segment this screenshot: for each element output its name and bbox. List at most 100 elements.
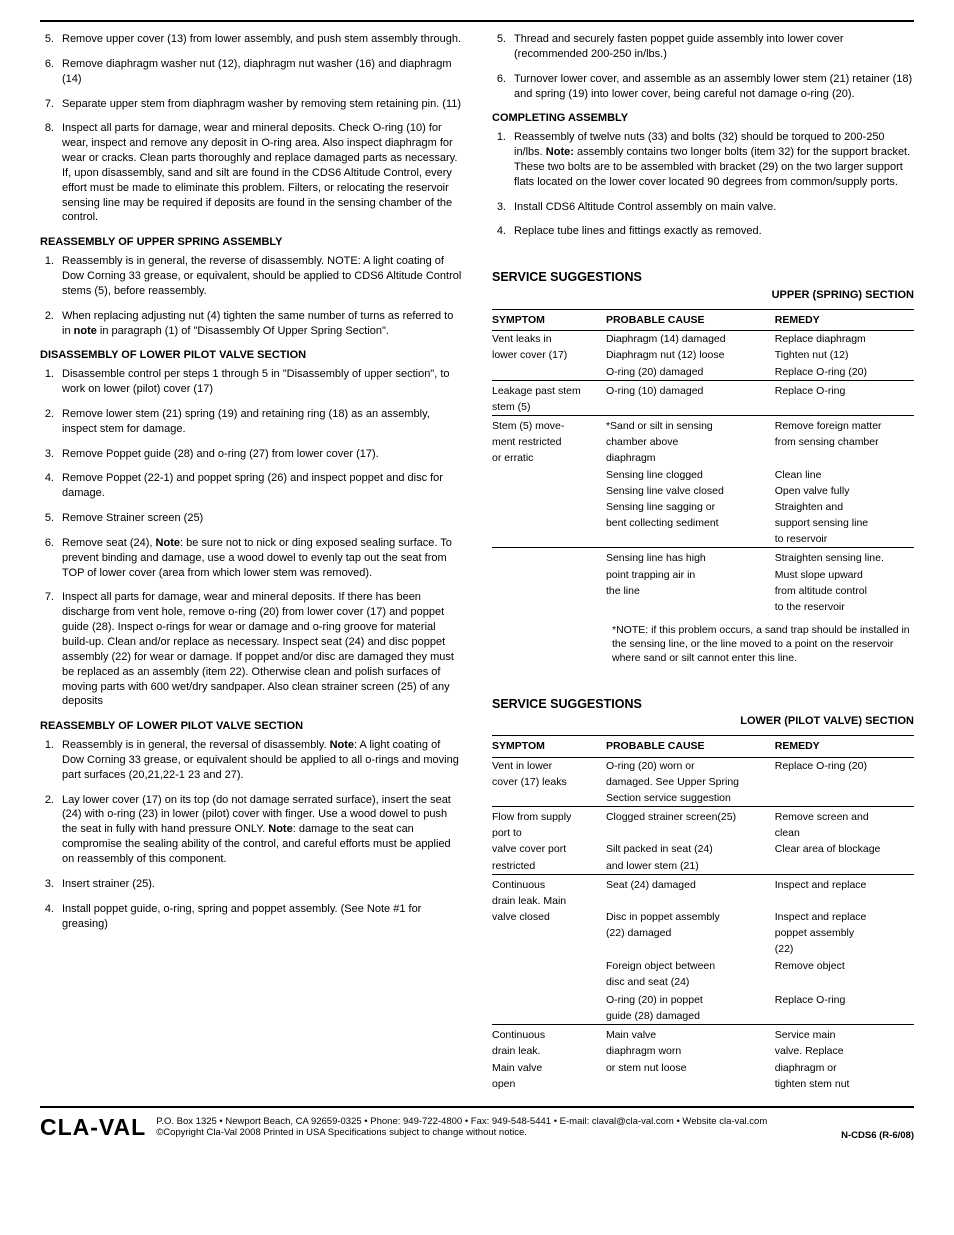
table-cell <box>492 567 606 583</box>
table-row: valve cover portSilt packed in seat (24)… <box>492 841 914 857</box>
table-cell: the line <box>606 583 775 599</box>
logo: CLA-VAL <box>40 1112 146 1143</box>
table-cell: Tighten nut (12) <box>775 347 914 363</box>
table-cell: Sensing line clogged <box>606 467 775 483</box>
table-cell: Section service suggestion <box>606 790 775 807</box>
table-cell <box>492 531 606 548</box>
table-cell <box>775 974 914 990</box>
table-cell: Foreign object between <box>606 958 775 974</box>
table-row: valve closedDisc in poppet assemblyInspe… <box>492 909 914 925</box>
table-cell <box>775 1008 914 1025</box>
list-item: 2.When replacing adjusting nut (4) tight… <box>40 309 462 339</box>
table-row: restrictedand lower stem (21) <box>492 858 914 875</box>
list-number: 7. <box>40 590 62 709</box>
list-text: Turnover lower cover, and assemble as an… <box>514 72 914 102</box>
table-cell: clean <box>775 825 914 841</box>
table-row: Section service suggestion <box>492 790 914 807</box>
table-cell: Replace O-ring (20) <box>775 364 914 381</box>
table-cell: Diaphragm nut (12) loose <box>606 347 775 363</box>
footer-line2: ©Copyright Cla-Val 2008 Printed in USA S… <box>156 1127 831 1139</box>
table-cell: Inspect and replace <box>775 909 914 925</box>
table-cell: to reservoir <box>775 531 914 548</box>
table-cell: Replace O-ring <box>775 380 914 399</box>
list-number: 2. <box>40 309 62 339</box>
table-cell: Leakage past stem <box>492 380 606 399</box>
table-row: open tighten stem nut <box>492 1076 914 1092</box>
list-number: 6. <box>40 536 62 581</box>
table-row: the linefrom altitude control <box>492 583 914 599</box>
table-cell: tighten stem nut <box>775 1076 914 1092</box>
table-cell: drain leak. <box>492 1043 606 1059</box>
table-cell: Stem (5) move- <box>492 416 606 435</box>
table-row: or erraticdiaphragm <box>492 450 914 466</box>
table-cell: Clear area of blockage <box>775 841 914 857</box>
list-text: Separate upper stem from diaphragm washe… <box>62 97 462 112</box>
table-cell: Replace O-ring <box>775 992 914 1008</box>
table-row: drain leak.diaphragm wornvalve. Replace <box>492 1043 914 1059</box>
table-cell: Clogged strainer screen(25) <box>606 807 775 826</box>
table-cell: and lower stem (21) <box>606 858 775 875</box>
table-cell <box>606 531 775 548</box>
table-cell: Remove screen and <box>775 807 914 826</box>
list-item: 7.Inspect all parts for damage, wear and… <box>40 590 462 709</box>
table-cell <box>492 499 606 515</box>
table-cell: support sensing line <box>775 515 914 531</box>
list-number: 5. <box>492 32 514 62</box>
table-cell: O-ring (20) worn or <box>606 757 775 774</box>
table-row: O-ring (20) damagedReplace O-ring (20) <box>492 364 914 381</box>
list-number: 2. <box>40 407 62 437</box>
list-number: 1. <box>492 130 514 189</box>
table-cell: Continuous <box>492 1025 606 1044</box>
table-cell: Continuous <box>492 874 606 893</box>
table-row: Sensing line sagging orStraighten and <box>492 499 914 515</box>
col-remedy: REMEDY <box>775 736 914 757</box>
service-suggestions-lower-sub: LOWER (PILOT VALVE) SECTION <box>492 714 914 729</box>
table-cell <box>775 858 914 875</box>
list-text: Remove Poppet (22-1) and poppet spring (… <box>62 471 462 501</box>
table-row: disc and seat (24) <box>492 974 914 990</box>
table-cell: stem (5) <box>492 399 606 416</box>
right-column: 5.Thread and securely fasten poppet guid… <box>492 32 914 1092</box>
table-cell: open <box>492 1076 606 1092</box>
top-rule <box>40 20 914 22</box>
service-suggestions-lower-title: SERVICE SUGGESTIONS <box>492 696 914 713</box>
list-text: Remove lower stem (21) spring (19) and r… <box>62 407 462 437</box>
table-cell: restricted <box>492 858 606 875</box>
table-cell: Vent in lower <box>492 757 606 774</box>
table-cell: O-ring (10) damaged <box>606 380 775 399</box>
footer-line1: P.O. Box 1325 • Newport Beach, CA 92659-… <box>156 1116 831 1128</box>
table-cell <box>606 399 775 416</box>
table-cell: Remove object <box>775 958 914 974</box>
table-cell: Clean line <box>775 467 914 483</box>
table-cell <box>492 364 606 381</box>
table-row: ContinuousMain valveService main <box>492 1025 914 1044</box>
page-footer: CLA-VAL P.O. Box 1325 • Newport Beach, C… <box>40 1106 914 1143</box>
table-cell: to the reservoir <box>775 599 914 615</box>
table-row: Vent in lowerO-ring (20) worn orReplace … <box>492 757 914 774</box>
table-cell: valve closed <box>492 909 606 925</box>
table-cell <box>492 515 606 531</box>
table-cell <box>606 893 775 909</box>
table-row: stem (5) <box>492 399 914 416</box>
heading-reassembly-lower: REASSEMBLY OF LOWER PILOT VALVE SECTION <box>40 719 462 734</box>
list-text: Remove diaphragm washer nut (12), diaphr… <box>62 57 462 87</box>
table-cell: Silt packed in seat (24) <box>606 841 775 857</box>
list-item: 5.Remove Strainer screen (25) <box>40 511 462 526</box>
table-row: Stem (5) move-*Sand or silt in sensingRe… <box>492 416 914 435</box>
table-cell <box>492 958 606 974</box>
service-table-lower: SYMPTOM PROBABLE CAUSE REMEDY Vent in lo… <box>492 735 914 1092</box>
table-row: to reservoir <box>492 531 914 548</box>
list-item: 5.Thread and securely fasten poppet guid… <box>492 32 914 62</box>
table-cell: or erratic <box>492 450 606 466</box>
table-cell: Sensing line sagging or <box>606 499 775 515</box>
heading-disassembly-lower: DISASSEMBLY OF LOWER PILOT VALVE SECTION <box>40 348 462 363</box>
list-item: 1.Disassemble control per steps 1 throug… <box>40 367 462 397</box>
table-row: ContinuousSeat (24) damagedInspect and r… <box>492 874 914 893</box>
list-item: 1.Reassembly is in general, the reversal… <box>40 738 462 783</box>
table-cell: Sensing line valve closed <box>606 483 775 499</box>
list-text: Reassembly of twelve nuts (33) and bolts… <box>514 130 914 189</box>
list-text: When replacing adjusting nut (4) tighten… <box>62 309 462 339</box>
table-cell <box>775 399 914 416</box>
table-cell: from sensing chamber <box>775 434 914 450</box>
table-cell: or stem nut loose <box>606 1060 775 1076</box>
